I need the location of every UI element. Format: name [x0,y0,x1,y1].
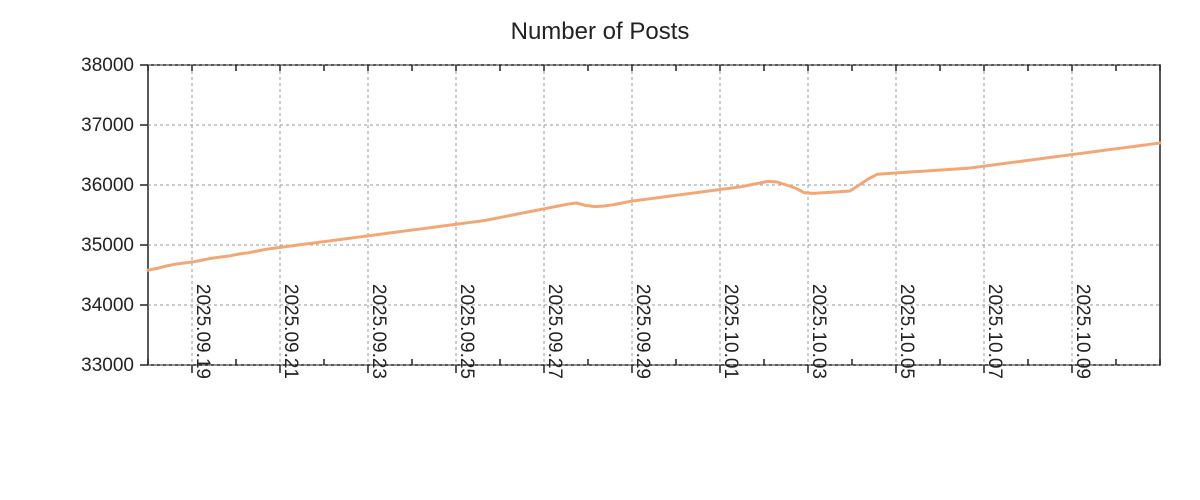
posts-data-line [148,143,1160,270]
x-tick-label: 2025.09.29 [632,284,653,379]
y-tick-label: 33000 [81,355,134,376]
chart-container: Number of Posts 33000 34000 35000 36000 3700… [0,0,1200,500]
x-tick-label: 2025.10.01 [720,284,741,379]
chart-svg: 33000 34000 35000 36000 37000 38000 2025.09.19… [0,0,1200,500]
x-tick-label: 2025.09.21 [280,284,301,379]
y-tick-label: 38000 [81,55,134,76]
x-tick-label: 2025.09.19 [192,284,213,379]
y-tick-label: 37000 [81,115,134,136]
x-tick-label: 2025.10.05 [896,284,917,379]
y-tick-label: 34000 [81,295,134,316]
y-tick-label: 35000 [81,235,134,256]
x-tick-label: 2025.10.03 [808,284,829,379]
x-tick-label: 2025.09.27 [544,284,565,379]
x-tick-label: 2025.09.25 [456,284,477,379]
x-tick-label: 2025.09.23 [368,284,389,379]
y-tick-label: 36000 [81,175,134,196]
x-tick-label: 2025.10.09 [1072,284,1093,379]
x-tick-label: 2025.10.07 [984,284,1005,379]
